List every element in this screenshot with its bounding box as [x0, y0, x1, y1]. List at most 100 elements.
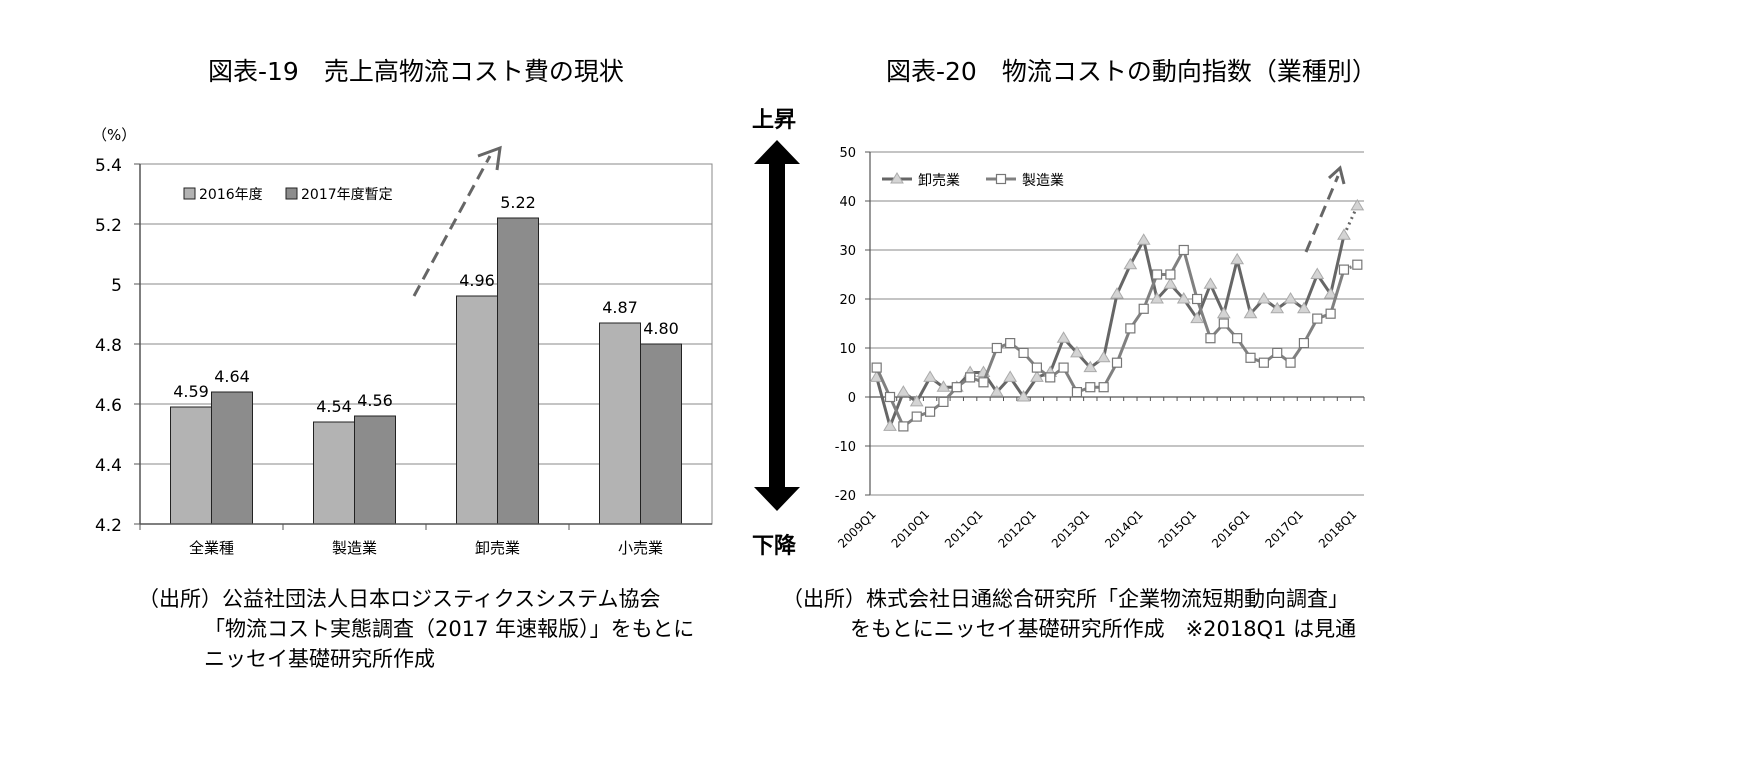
y-tick-label: 4.4 [95, 456, 122, 476]
data-point [1178, 244, 1189, 256]
x-tick-label: 2016Q1 [1209, 507, 1253, 551]
data-point [1283, 292, 1298, 304]
x-tick-label: 2017Q1 [1262, 507, 1306, 551]
bar-value-label: 5.22 [500, 193, 536, 212]
right-source-line-2: をもとにニッセイ基礎研究所作成 ※2018Q1 は見通 [850, 617, 1357, 641]
bar-value-label: 4.54 [316, 397, 352, 416]
legend-label: 製造業 [1022, 173, 1064, 189]
data-point [1232, 333, 1243, 344]
data-point [909, 394, 924, 407]
left-chart-title: 図表-19 売上高物流コスト費の現状 [208, 57, 624, 86]
data-point [1285, 357, 1296, 368]
data-point [1298, 338, 1310, 349]
data-point [1190, 311, 1204, 324]
y-tick-label: 50 [839, 146, 856, 161]
data-point [1136, 233, 1151, 245]
data-point [1258, 357, 1269, 368]
data-point [1110, 287, 1124, 299]
x-tick-label: 2015Q1 [1156, 507, 1200, 551]
x-category-label: 製造業 [332, 539, 377, 557]
right-chart-title: 図表-20 物流コストの動向指数（業種別） [886, 57, 1377, 86]
data-point [1176, 292, 1191, 304]
data-point [1350, 198, 1365, 211]
up-down-arrow [754, 140, 800, 511]
data-point [1125, 323, 1136, 334]
x-tick-label: 2014Q1 [1102, 507, 1146, 551]
data-point [1098, 382, 1109, 393]
bar [354, 415, 396, 525]
data-point [1123, 257, 1138, 270]
data-point [1325, 308, 1336, 319]
y-tick-label: 5.4 [95, 156, 122, 176]
data-point [1150, 292, 1164, 304]
data-point [1203, 277, 1218, 289]
bar [313, 421, 355, 525]
bar [640, 343, 682, 525]
data-point [1151, 269, 1163, 280]
data-point [1163, 277, 1178, 289]
left-source-line-1: （出所）公益社団法人日本ロジスティクスシステム協会 [138, 587, 661, 611]
y-tick-label: 40 [839, 195, 856, 210]
bar-value-label: 4.56 [357, 391, 393, 410]
bar [456, 295, 498, 525]
bar-value-label: 4.64 [214, 367, 250, 386]
bar [599, 322, 641, 525]
data-point [1245, 352, 1256, 363]
y-tick-label: 4.8 [95, 336, 122, 356]
bar-value-label: 4.80 [643, 319, 679, 338]
y-tick-label: 0 [848, 391, 856, 406]
data-point [1165, 269, 1176, 280]
data-point [1111, 357, 1123, 368]
data-point [1083, 360, 1098, 373]
data-point [923, 370, 937, 382]
data-point [884, 391, 896, 403]
line-chart: -20 -10 0 10 20 30 40 50 2009Q1 2010Q1 2011Q1 2012… [835, 146, 1365, 551]
x-tick-label: 2012Q1 [995, 507, 1039, 551]
legend-label: 2016年度 [199, 187, 263, 203]
x-tick-label: 2011Q1 [942, 507, 986, 551]
data-point [1138, 303, 1149, 314]
bar [211, 391, 253, 525]
bar [170, 406, 212, 525]
data-point [1256, 292, 1271, 304]
x-category-label: 全業種 [189, 539, 234, 557]
data-point [896, 385, 911, 397]
data-point [1016, 390, 1031, 402]
y-tick-label: -10 [835, 440, 856, 455]
data-point [1230, 252, 1245, 265]
y-tick-label: -20 [835, 489, 856, 504]
legend-marker [890, 172, 904, 184]
data-point [951, 382, 962, 393]
data-point [1312, 313, 1323, 324]
data-point [1045, 372, 1056, 383]
y-tick-label: 5.2 [95, 216, 122, 236]
data-point [1071, 387, 1083, 398]
data-point [1323, 287, 1338, 299]
y-tick-label: 10 [839, 342, 856, 357]
y-tick-label: 4.2 [95, 516, 122, 536]
data-point [1096, 350, 1111, 363]
data-point [1030, 370, 1044, 382]
data-point [1070, 345, 1084, 358]
data-point [1058, 362, 1069, 373]
x-tick-label: 2018Q1 [1316, 507, 1360, 551]
data-point [1310, 267, 1325, 279]
legend-label: 2017年度暫定 [301, 187, 393, 203]
down-label: 下降 [752, 534, 797, 559]
x-tick-label: 2013Q1 [1049, 507, 1093, 551]
data-point [1085, 382, 1096, 393]
data-point [1216, 306, 1231, 319]
legend-label: 卸売業 [918, 173, 960, 189]
left-y-unit: （%） [92, 126, 137, 144]
data-point [1218, 318, 1229, 329]
data-point [1337, 228, 1351, 240]
data-point [991, 342, 1002, 354]
left-source-line-2: 「物流コスト実態調査（2017 年速報版）」をもとに [204, 617, 695, 641]
data-point [1243, 306, 1258, 319]
data-point [1205, 333, 1216, 344]
data-point [924, 406, 936, 417]
data-point [1352, 259, 1363, 270]
data-point [938, 396, 949, 407]
data-point [871, 362, 882, 373]
y-tick-label: 20 [839, 293, 856, 308]
